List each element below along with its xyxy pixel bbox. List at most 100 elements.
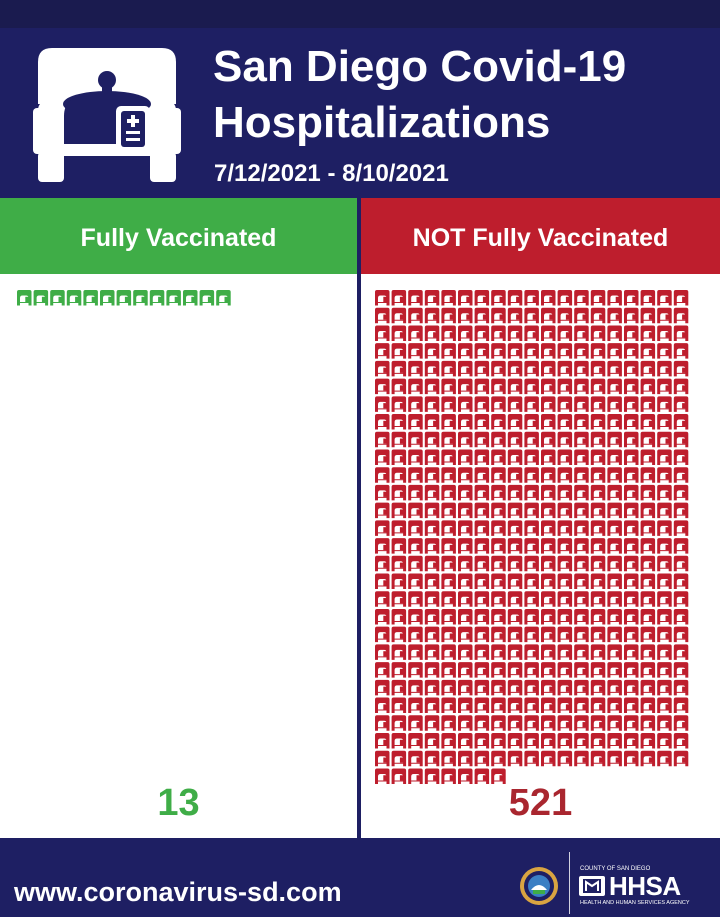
not-fully-vaccinated-bed-mark xyxy=(557,608,573,625)
not-fully-vaccinated-bed-mark xyxy=(375,573,390,590)
not-fully-vaccinated-bed-mark xyxy=(657,608,672,625)
not-fully-vaccinated-bed-mark xyxy=(491,431,506,448)
not-fully-vaccinated-bed-mark xyxy=(607,626,622,643)
not-fully-vaccinated-bed-mark xyxy=(441,307,456,324)
not-fully-vaccinated-bed-mark xyxy=(491,538,506,554)
not-fully-vaccinated-bed-mark xyxy=(424,750,440,767)
not-fully-vaccinated-bed-mark xyxy=(474,555,490,572)
not-fully-vaccinated-bed-mark xyxy=(574,396,589,412)
not-fully-vaccinated-bed-mark xyxy=(607,343,622,359)
not-fully-vaccinated-bed-mark xyxy=(441,750,456,767)
not-fully-vaccinated-bed-mark xyxy=(673,608,689,625)
not-fully-vaccinated-bed-mark xyxy=(657,360,672,377)
not-fully-vaccinated-bed-mark xyxy=(441,343,456,359)
not-fully-vaccinated-bed-mark xyxy=(557,431,573,448)
not-fully-vaccinated-bed-mark xyxy=(673,396,689,412)
not-fully-vaccinated-bed-mark xyxy=(458,502,473,519)
not-fully-vaccinated-bed-mark xyxy=(424,502,440,519)
not-fully-vaccinated-bed-mark xyxy=(524,679,539,696)
not-fully-vaccinated-bed-mark xyxy=(507,290,523,306)
not-fully-vaccinated-bed-mark xyxy=(657,591,672,607)
not-fully-vaccinated-bed-mark xyxy=(640,608,656,625)
not-fully-vaccinated-bed-mark xyxy=(574,307,589,324)
not-fully-vaccinated-bed-mark xyxy=(673,697,689,714)
not-fully-vaccinated-bed-mark xyxy=(375,431,390,448)
not-fully-vaccinated-bed-mark xyxy=(491,715,506,731)
not-fully-vaccinated-bed-mark xyxy=(607,697,622,714)
not-fully-vaccinated-bed-mark xyxy=(424,396,440,412)
not-fully-vaccinated-bed-mark xyxy=(474,733,490,749)
not-fully-vaccinated-bed-mark xyxy=(590,626,606,643)
not-fully-vaccinated-bed-mark xyxy=(607,750,622,767)
not-fully-vaccinated-bed-mark xyxy=(673,502,689,519)
not-fully-vaccinated-bed-mark xyxy=(441,662,456,678)
not-fully-vaccinated-bed-mark xyxy=(408,484,423,501)
not-fully-vaccinated-bed-mark xyxy=(424,378,440,395)
not-fully-vaccinated-bed-mark xyxy=(624,520,639,536)
not-fully-vaccinated-bed-mark xyxy=(541,343,556,359)
not-fully-vaccinated-bed-mark xyxy=(507,573,523,590)
fully-vaccinated-bed-mark xyxy=(33,290,49,306)
not-fully-vaccinated-bed-mark xyxy=(640,378,656,395)
not-fully-vaccinated-bed-mark xyxy=(624,555,639,572)
not-fully-vaccinated-bed-mark xyxy=(673,538,689,554)
not-fully-vaccinated-bed-mark xyxy=(458,414,473,430)
not-fully-vaccinated-bed-mark xyxy=(391,396,407,412)
not-fully-vaccinated-bed-mark xyxy=(491,644,506,660)
not-fully-vaccinated-bed-mark xyxy=(491,449,506,465)
website-link[interactable]: www.coronavirus-sd.com xyxy=(14,877,342,907)
not-fully-vaccinated-bed-mark xyxy=(491,768,506,784)
not-fully-vaccinated-bed-mark xyxy=(607,733,622,749)
not-fully-vaccinated-bed-mark xyxy=(441,697,456,714)
not-fully-vaccinated-bed-mark xyxy=(458,396,473,412)
fully-vaccinated-bed-mark xyxy=(83,290,98,306)
not-fully-vaccinated-bed-mark xyxy=(375,414,390,430)
not-fully-vaccinated-bed-mark xyxy=(375,520,390,536)
org-agency-label: HEALTH AND HUMAN SERVICES AGENCY xyxy=(580,900,690,906)
not-fully-vaccinated-bed-mark xyxy=(474,484,490,501)
not-fully-vaccinated-bed-mark xyxy=(657,733,672,749)
not-fully-vaccinated-bed-mark xyxy=(607,467,622,483)
not-fully-vaccinated-bed-mark xyxy=(524,573,539,590)
not-fully-vaccinated-bed-mark xyxy=(458,484,473,501)
not-fully-vaccinated-bed-mark xyxy=(474,307,490,324)
not-fully-vaccinated-bed-mark xyxy=(607,431,622,448)
not-fully-vaccinated-bed-mark xyxy=(441,396,456,412)
not-fully-vaccinated-bed-mark xyxy=(541,750,556,767)
not-fully-vaccinated-bed-mark xyxy=(408,467,423,483)
not-fully-vaccinated-bed-mark xyxy=(507,733,523,749)
not-fully-vaccinated-bed-mark xyxy=(673,431,689,448)
not-fully-vaccinated-bed-mark xyxy=(541,715,556,731)
not-fully-vaccinated-bed-mark xyxy=(441,414,456,430)
not-fully-vaccinated-bed-mark xyxy=(524,626,539,643)
not-fully-vaccinated-bed-mark xyxy=(673,733,689,749)
not-fully-vaccinated-bed-mark xyxy=(590,538,606,554)
not-fully-vaccinated-bed-mark xyxy=(441,467,456,483)
not-fully-vaccinated-bed-mark xyxy=(458,360,473,377)
not-fully-vaccinated-bed-mark xyxy=(424,679,440,696)
not-fully-vaccinated-bed-mark xyxy=(524,697,539,714)
not-fully-vaccinated-bed-mark xyxy=(607,520,622,536)
fully-vaccinated-bed-mark xyxy=(116,290,132,306)
not-fully-vaccinated-bed-mark xyxy=(607,414,622,430)
not-fully-vaccinated-bed-mark xyxy=(375,290,390,306)
not-fully-vaccinated-bed-mark xyxy=(541,325,556,341)
not-fully-vaccinated-bed-mark xyxy=(657,307,672,324)
not-fully-vaccinated-bed-mark xyxy=(491,733,506,749)
not-fully-vaccinated-bed-mark xyxy=(474,715,490,731)
not-fully-vaccinated-bed-mark xyxy=(458,591,473,607)
not-fully-vaccinated-bed-mark xyxy=(557,290,573,306)
not-fully-vaccinated-bed-mark xyxy=(557,679,573,696)
not-fully-vaccinated-bed-mark xyxy=(458,608,473,625)
not-fully-vaccinated-bed-mark xyxy=(673,484,689,501)
fully-vaccinated-bed-mark xyxy=(100,290,115,306)
not-fully-vaccinated-bed-mark xyxy=(640,449,656,465)
not-fully-vaccinated-bed-mark xyxy=(458,555,473,572)
not-fully-vaccinated-bed-mark xyxy=(441,555,456,572)
not-fully-vaccinated-bed-mark xyxy=(491,591,506,607)
not-fully-vaccinated-bed-mark xyxy=(424,325,440,341)
not-fully-vaccinated-bed-mark xyxy=(557,360,573,377)
not-fully-vaccinated-bed-mark xyxy=(524,538,539,554)
not-fully-vaccinated-bed-mark xyxy=(424,520,440,536)
not-fully-vaccinated-bed-mark xyxy=(408,697,423,714)
